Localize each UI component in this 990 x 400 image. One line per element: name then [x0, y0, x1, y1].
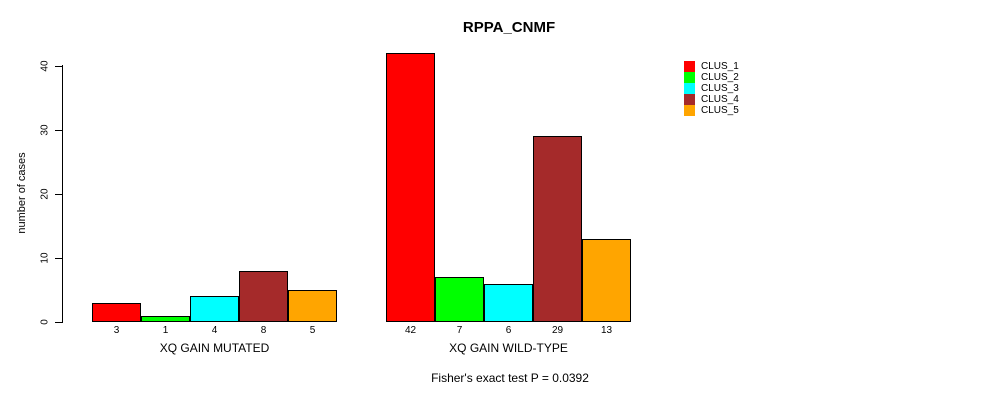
legend-item-label: CLUS_2 [701, 72, 739, 83]
bar-clus_4 [239, 271, 288, 322]
bar-clus_2 [435, 277, 484, 322]
y-axis-tick-label: 20 [39, 188, 51, 200]
bar-clus_2 [141, 316, 190, 322]
legend-swatch-icon [684, 83, 695, 94]
legend-item-clus_2: CLUS_2 [684, 72, 739, 83]
y-axis-tick-label: 0 [39, 319, 51, 325]
legend-swatch-icon [684, 61, 695, 72]
legend-item-clus_1: CLUS_1 [684, 61, 739, 72]
bar-clus_5 [582, 239, 631, 322]
legend-item-label: CLUS_1 [701, 61, 739, 72]
bar-value-label: 6 [505, 325, 512, 336]
bar-clus_4 [533, 136, 582, 322]
group-label: XQ GAIN MUTATED [159, 341, 270, 355]
y-axis-tick [55, 129, 62, 131]
y-axis-tick-label: 40 [39, 60, 51, 72]
y-axis-tick [55, 321, 62, 323]
y-axis-tick-label: 30 [39, 124, 51, 136]
bar-clus_3 [190, 296, 239, 322]
bar-value-label: 7 [456, 325, 463, 336]
y-axis-line [62, 65, 63, 323]
y-axis-tick [55, 193, 62, 195]
bar-value-label: 3 [113, 325, 120, 336]
bar-clus_1 [386, 53, 435, 322]
chart-title: RPPA_CNMF [462, 19, 556, 36]
legend: CLUS_1 CLUS_2 CLUS_3 CLUS_4 CLUS_5 [684, 61, 739, 116]
bar-clus_3 [484, 284, 533, 322]
y-axis-tick-label: 10 [39, 252, 51, 264]
y-axis-tick [55, 257, 62, 259]
fisher-test-annotation: Fisher's exact test P = 0.0392 [431, 371, 589, 385]
group-label: XQ GAIN WILD-TYPE [449, 341, 568, 355]
legend-swatch-icon [684, 94, 695, 105]
bar-value-label: 29 [551, 325, 564, 336]
bar-value-label: 42 [404, 325, 417, 336]
bar-value-label: 8 [260, 325, 267, 336]
legend-item-clus_4: CLUS_4 [684, 94, 739, 105]
y-axis-tick [55, 65, 62, 67]
legend-item-label: CLUS_3 [701, 83, 739, 94]
legend-swatch-icon [684, 105, 695, 116]
legend-swatch-icon [684, 72, 695, 83]
bar-value-label: 5 [309, 325, 316, 336]
bar-value-label: 1 [162, 325, 169, 336]
bar-value-label: 13 [600, 325, 613, 336]
bar-clus_1 [92, 303, 141, 322]
legend-item-clus_5: CLUS_5 [684, 105, 739, 116]
y-axis-label: number of cases [16, 152, 28, 234]
bar-clus_5 [288, 290, 337, 322]
legend-item-label: CLUS_4 [701, 94, 739, 105]
legend-item-label: CLUS_5 [701, 105, 739, 116]
legend-item-clus_3: CLUS_3 [684, 83, 739, 94]
bar-value-label: 4 [211, 325, 218, 336]
